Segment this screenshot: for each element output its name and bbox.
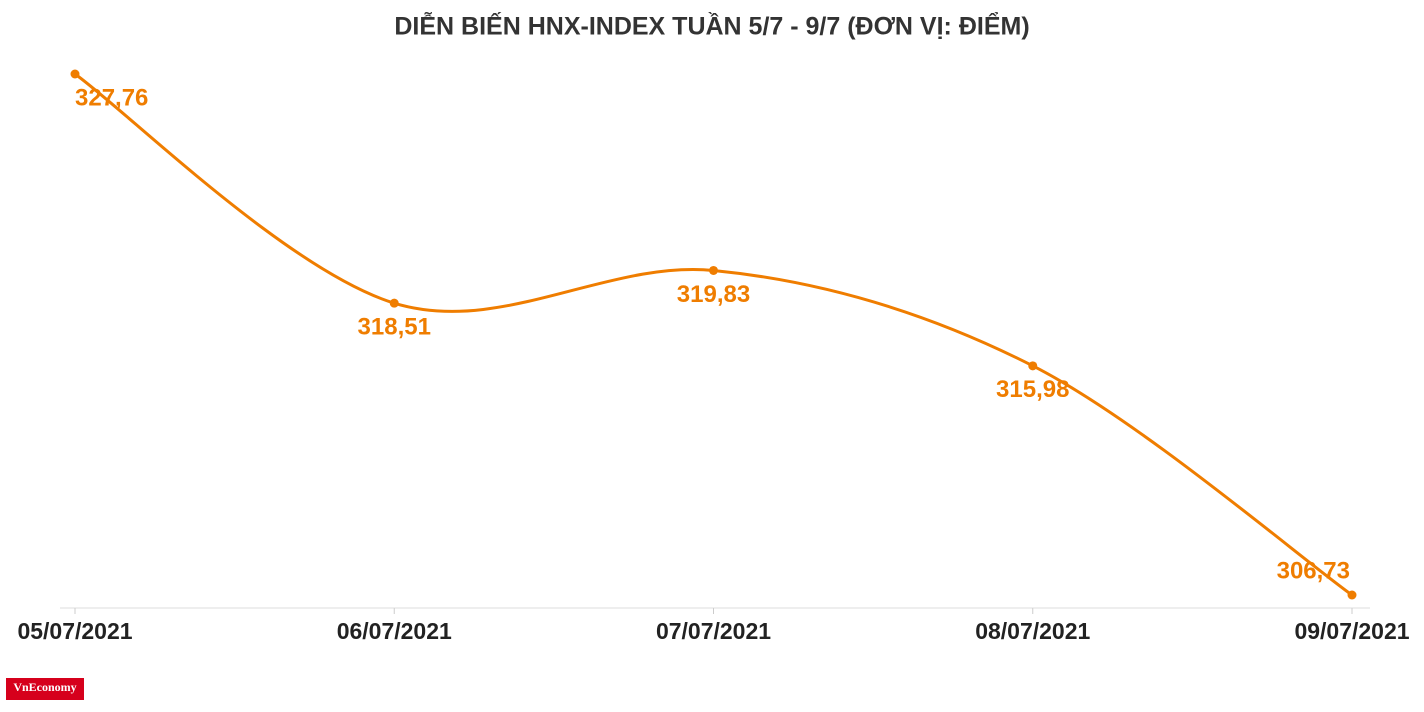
value-label: 318,51 xyxy=(358,314,431,341)
chart-title: DIỄN BIẾN HNX-INDEX TUẦN 5/7 - 9/7 (ĐƠN … xyxy=(394,11,1029,41)
value-label: 327,76 xyxy=(75,84,148,111)
point xyxy=(70,69,80,79)
x-tick-label: 09/07/2021 xyxy=(1294,618,1409,644)
value-label: 306,73 xyxy=(1277,557,1350,584)
logo-box xyxy=(6,678,84,700)
point xyxy=(389,298,399,308)
point xyxy=(1347,590,1357,600)
x-tick-label: 07/07/2021 xyxy=(656,618,771,644)
x-tick-label: 05/07/2021 xyxy=(17,618,132,644)
line xyxy=(74,72,1353,597)
value-label: 315,98 xyxy=(996,376,1069,403)
point xyxy=(1028,361,1038,371)
x-tick-label: 06/07/2021 xyxy=(337,618,452,644)
point xyxy=(709,265,718,275)
value-label: 319,83 xyxy=(677,281,750,308)
x-tick-label: 08/07/2021 xyxy=(975,618,1090,644)
logo: VnEconomy xyxy=(13,680,76,694)
